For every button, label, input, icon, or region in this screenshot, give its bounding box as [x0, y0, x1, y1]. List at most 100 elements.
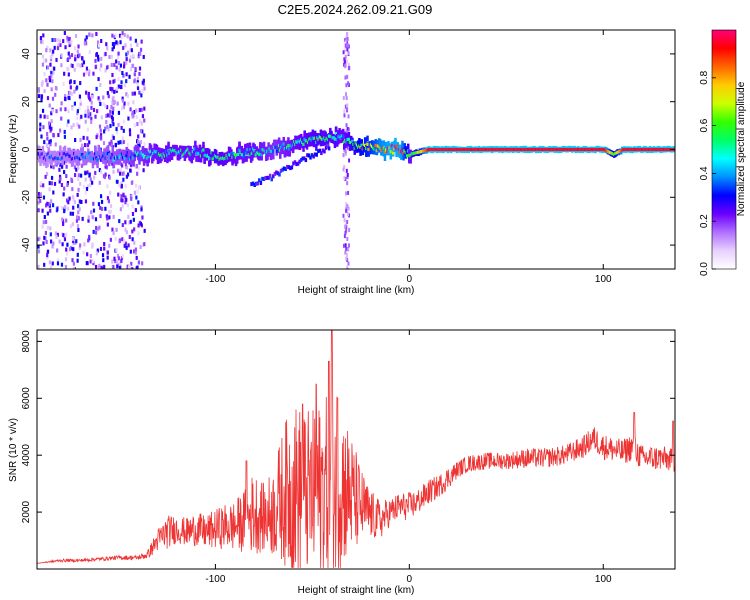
- ridge-core: [465, 147, 468, 152]
- ridge-core: [281, 143, 284, 148]
- ridge-core: [632, 147, 635, 152]
- noise-speck: [43, 114, 46, 119]
- noise-speck: [67, 200, 70, 205]
- noise-speck: [121, 70, 124, 75]
- noise-speck: [46, 253, 49, 258]
- noise-speck: [62, 233, 65, 238]
- noise-speck: [143, 228, 146, 233]
- ridge-core: [96, 158, 99, 162]
- ridge-core: [224, 156, 227, 161]
- ridge-core: [553, 147, 556, 152]
- noise-speck: [80, 173, 83, 178]
- ridge-core: [56, 157, 59, 161]
- ridge-halo: [237, 153, 240, 160]
- noise-speck: [67, 51, 70, 56]
- ridge-halo: [260, 154, 263, 161]
- noise-speck: [345, 247, 348, 252]
- ridge-halo: [70, 150, 74, 157]
- noise-speck: [116, 101, 119, 106]
- noise-speck: [115, 65, 118, 70]
- ridge-core: [154, 150, 157, 154]
- noise-speck: [348, 158, 351, 163]
- ridge-core: [623, 147, 626, 152]
- ridge-halo: [389, 153, 393, 160]
- ridge-core: [248, 148, 251, 152]
- ridge-core: [369, 143, 372, 147]
- noise-speck: [110, 105, 113, 110]
- noise-speck: [62, 192, 65, 197]
- ridge-halo: [277, 138, 281, 145]
- noise-speck: [346, 253, 349, 258]
- noise-speck: [112, 122, 115, 127]
- noise-speck: [82, 250, 85, 255]
- y-tick-label: -40: [21, 237, 32, 252]
- ridge-halo: [380, 149, 383, 156]
- ridge-core: [592, 147, 595, 152]
- ridge-halo: [95, 150, 98, 157]
- noise-speck: [79, 98, 82, 103]
- noise-speck: [132, 100, 135, 105]
- noise-speck: [51, 261, 54, 266]
- noise-speck: [99, 194, 103, 199]
- colorbar-ticks: 0.00.20.40.60.8: [699, 70, 716, 276]
- noise-speck: [58, 239, 61, 244]
- snr-y-label: SNR (10 * v/v): [8, 418, 19, 482]
- noise-speck: [39, 199, 42, 204]
- ridge-halo: [401, 140, 404, 147]
- noise-speck: [71, 222, 75, 227]
- noise-speck: [121, 106, 124, 111]
- ridge-core: [477, 147, 481, 152]
- ridge-core: [247, 153, 250, 157]
- noise-speck: [71, 106, 74, 111]
- noise-speck: [55, 234, 58, 239]
- noise-speck: [51, 37, 54, 42]
- ridge-halo: [379, 139, 382, 146]
- noise-speck: [139, 47, 143, 52]
- noise-speck: [50, 126, 53, 131]
- ridge-core: [403, 149, 406, 153]
- ridge-core: [330, 134, 333, 138]
- ridge-core: [653, 147, 656, 152]
- ridge-halo: [231, 159, 234, 166]
- ridge-core: [269, 149, 272, 154]
- ridge-halo: [209, 159, 212, 166]
- ridge-core: [201, 149, 204, 153]
- noise-speck: [79, 243, 82, 248]
- ridge-core: [490, 147, 493, 152]
- ridge-core: [598, 147, 602, 152]
- ridge-core: [174, 148, 177, 153]
- noise-speck: [131, 110, 135, 115]
- ridge-core: [360, 143, 363, 147]
- noise-speck: [39, 127, 42, 132]
- noise-speck: [115, 59, 118, 64]
- ridge-core: [367, 147, 370, 152]
- ridge-core: [441, 147, 445, 152]
- ridge-core: [426, 148, 429, 152]
- ridge-core: [354, 141, 357, 145]
- noise-speck: [125, 197, 128, 202]
- noise-speck: [131, 229, 134, 234]
- noise-speck: [100, 206, 104, 211]
- ridge-core: [141, 153, 144, 157]
- noise-speck: [52, 165, 55, 170]
- noise-speck: [99, 135, 102, 140]
- ridge-core: [445, 147, 448, 152]
- ridge-core: [610, 151, 613, 155]
- ridge-core: [483, 147, 486, 152]
- track-mark: [281, 167, 284, 172]
- noise-speck: [139, 244, 142, 249]
- noise-speck: [46, 82, 49, 87]
- noise-speck: [98, 43, 101, 48]
- ridge-core: [370, 144, 374, 148]
- y-tick-label: 6000: [21, 387, 32, 410]
- ridge-core: [319, 136, 322, 140]
- noise-speck: [130, 180, 133, 185]
- ridge-core: [561, 147, 564, 152]
- noise-speck: [78, 94, 82, 99]
- noise-speck: [124, 241, 127, 246]
- noise-speck: [70, 53, 74, 58]
- noise-speck: [343, 218, 346, 223]
- colorbar-tick-label: 0.4: [699, 166, 710, 180]
- noise-speck: [61, 242, 64, 247]
- noise-speck: [104, 51, 107, 56]
